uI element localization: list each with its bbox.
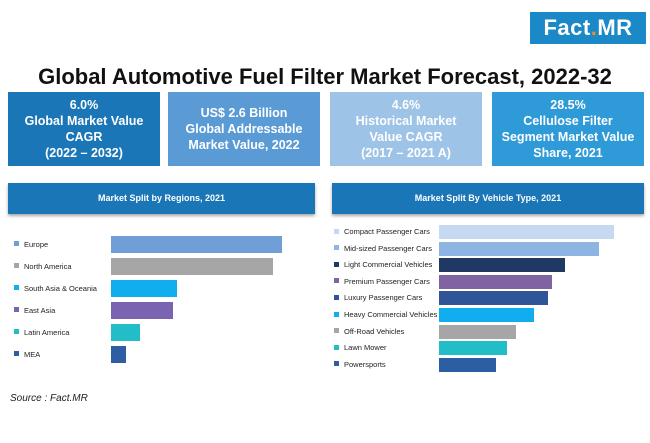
stat-line: CAGR	[65, 130, 103, 144]
legend-label: Latin America	[24, 327, 70, 337]
legend-label: Heavy Commercial Vehicles	[344, 310, 438, 319]
stat-line: Share, 2021	[533, 146, 603, 160]
legend-label: Compact Passenger Cars	[344, 227, 430, 236]
legend-swatch	[334, 328, 339, 334]
bar	[439, 291, 548, 306]
legend-swatch	[14, 285, 19, 291]
legend-item: Powersports	[334, 358, 438, 372]
legend-swatch	[334, 245, 339, 251]
legend-item: MEA	[14, 348, 109, 362]
legend-item: Europe	[14, 238, 109, 252]
legend-item: Mid-sized Passenger Cars	[334, 242, 438, 256]
legend-label: Premium Passenger Cars	[344, 276, 430, 286]
legend-item: East Asia	[14, 304, 109, 318]
bar	[439, 225, 614, 239]
stat-box-addressable-value: US$ 2.6 Billion Global Addressable Marke…	[168, 92, 320, 166]
legend-label: North America	[24, 261, 72, 271]
legend-item: Lawn Mower	[334, 341, 438, 355]
bar	[439, 308, 534, 322]
regions-chart-title: Market Split by Regions, 2021	[8, 183, 315, 214]
legend-item: Light Commercial Vehicles	[334, 258, 438, 272]
legend-swatch	[334, 344, 339, 350]
legend-item: North America	[14, 260, 109, 274]
legend-label: MEA	[24, 349, 41, 359]
bar	[111, 302, 173, 319]
stat-line: 4.6%	[391, 98, 421, 112]
stat-box-cellulose-share: 28.5% Cellulose Filter Segment Market Va…	[492, 92, 644, 166]
vehicle-type-chart-title: Market Split By Vehicle Type, 2021	[332, 183, 644, 214]
legend-item: Compact Passenger Cars	[334, 225, 438, 239]
legend-item: Heavy Commercial Vehicles	[334, 308, 438, 322]
legend-swatch	[334, 294, 339, 300]
bar	[111, 346, 126, 363]
legend-swatch	[14, 307, 19, 313]
bar	[111, 280, 177, 297]
factmr-logo: Fact.MR	[530, 12, 646, 44]
legend-item: Latin America	[14, 326, 109, 340]
legend-swatch	[334, 361, 339, 367]
stat-line: Historical Market	[355, 114, 457, 128]
legend-item: South Asia & Oceania	[14, 282, 109, 296]
stat-box-market-cagr: 6.0% Global Market Value CAGR (2022 – 20…	[8, 92, 160, 166]
logo-dot: .	[590, 15, 598, 40]
logo-text-b: MR	[597, 15, 633, 40]
legend-label: Light Commercial Vehicles	[344, 260, 433, 270]
logo-text-a: Fact	[543, 15, 591, 40]
legend-label: East Asia	[24, 305, 56, 315]
bar	[439, 324, 516, 339]
bar	[439, 274, 552, 289]
stat-box-historical-cagr: 4.6% Historical Market Value CAGR (2017 …	[330, 92, 482, 166]
stat-line: Cellulose Filter	[523, 114, 613, 128]
stat-line: US$ 2.6 Billion	[200, 106, 288, 120]
legend-swatch	[334, 278, 339, 284]
legend-label: Lawn Mower	[344, 343, 387, 353]
legend-swatch	[14, 263, 19, 269]
legend-item: Luxury Passenger Cars	[334, 291, 438, 305]
legend-label: Europe	[24, 239, 49, 249]
bar	[439, 241, 599, 256]
bar	[439, 258, 565, 273]
legend-label: South Asia & Oceania	[24, 283, 97, 293]
legend-label: Powersports	[344, 359, 386, 369]
stat-line: Segment Market Value	[501, 130, 635, 144]
stat-line: Global Market Value	[24, 114, 144, 128]
stat-line: Global Addressable	[185, 122, 303, 136]
bar	[439, 357, 496, 372]
legend-swatch	[14, 329, 19, 335]
stat-line: (2022 – 2032)	[45, 146, 123, 160]
bar	[111, 236, 282, 253]
page-title: Global Automotive Fuel Filter Market For…	[38, 64, 612, 89]
stat-line: 28.5%	[550, 98, 586, 112]
bar	[439, 341, 507, 356]
bar	[111, 324, 140, 341]
stat-line: Market Value, 2022	[188, 138, 300, 152]
legend-swatch	[334, 228, 339, 234]
source-note: Source : Fact.MR	[10, 393, 88, 404]
legend-item: Off-Road Vehicles	[334, 325, 438, 339]
bar	[111, 258, 273, 275]
legend-label: Luxury Passenger Cars	[344, 293, 423, 303]
legend-swatch	[334, 311, 339, 317]
legend-label: Mid-sized Passenger Cars	[344, 243, 432, 253]
legend-swatch	[14, 241, 19, 247]
legend-item: Premium Passenger Cars	[334, 275, 438, 289]
legend-swatch	[14, 351, 19, 357]
legend-label: Off-Road Vehicles	[344, 326, 405, 336]
stat-line: Value CAGR	[369, 130, 443, 144]
stat-line: (2017 – 2021 A)	[361, 146, 451, 160]
stat-line: 6.0%	[69, 98, 99, 112]
legend-swatch	[334, 261, 339, 267]
